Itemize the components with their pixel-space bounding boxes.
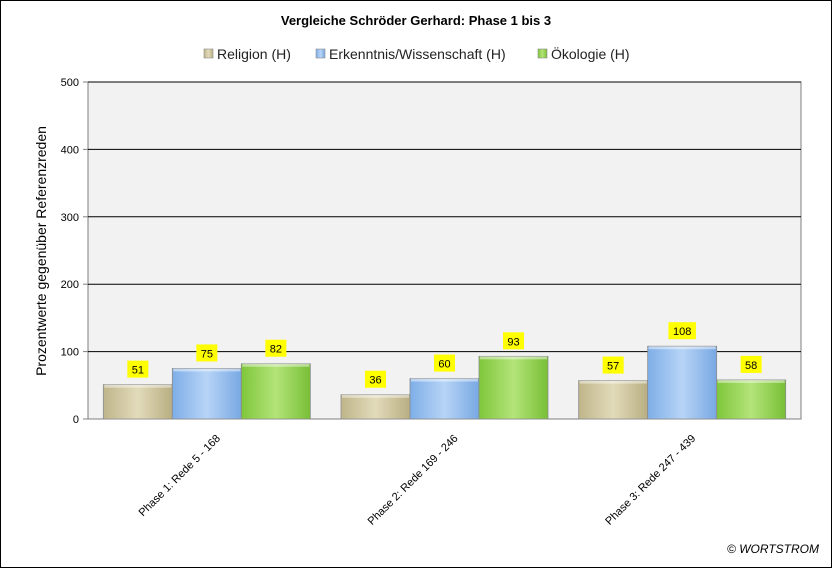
legend-swatch: [315, 48, 326, 59]
bar-highlight: [342, 394, 409, 398]
bar: [409, 378, 480, 420]
bar-highlight: [579, 380, 647, 384]
copyright-text: © WORTSTROM: [727, 542, 819, 556]
data-label-box: [668, 322, 696, 340]
data-label-box: [434, 354, 455, 372]
legend-label: Erkenntnis/Wissenschaft (H): [329, 46, 506, 62]
x-category-label: Phase 3: Rede 247 - 439: [603, 433, 698, 528]
legend-swatch: [537, 48, 548, 59]
data-label-box: [503, 332, 524, 350]
data-label: 108: [673, 326, 691, 338]
data-label-box: [196, 344, 218, 362]
bar-highlight: [242, 363, 310, 367]
x-category-label: Phase 2: Rede 169 - 246: [366, 433, 461, 528]
chart-title: Vergleiche Schröder Gerhard: Phase 1 bis…: [281, 13, 551, 28]
y-tick-label: 100: [61, 347, 79, 359]
bar: [171, 368, 242, 420]
data-label-box: [365, 370, 386, 388]
y-tick-label: 400: [61, 144, 79, 156]
y-tick-label: 500: [61, 77, 79, 89]
y-axis-ticks: 0 100 200 300 400 500: [61, 77, 88, 426]
data-label: 36: [369, 375, 381, 387]
data-label: 75: [201, 348, 213, 360]
y-axis-label: Prozentwerte gegenüber Referenzreden: [33, 126, 49, 376]
y-tick-label: 200: [61, 279, 79, 291]
data-label: 58: [745, 360, 757, 372]
legend-label: Religion (H): [217, 46, 291, 62]
bar-highlight: [173, 368, 241, 372]
data-label-box: [602, 356, 624, 374]
data-label: 57: [607, 361, 619, 373]
bar: [716, 379, 787, 420]
data-label: 93: [507, 336, 519, 348]
bar-highlight: [648, 346, 716, 350]
data-label: 60: [438, 359, 450, 371]
data-label-box: [265, 339, 287, 357]
bars: [102, 345, 787, 420]
bar-highlight: [104, 384, 172, 388]
bar: [102, 384, 173, 420]
data-label: 51: [132, 365, 144, 377]
bar-highlight: [717, 379, 785, 383]
bar-highlight: [411, 378, 478, 382]
data-labels: 51 75 82 36 60 93 57 108 58: [127, 322, 762, 388]
bar: [647, 345, 718, 420]
data-label-box: [127, 360, 149, 378]
bar: [240, 363, 311, 420]
legend-swatch: [203, 48, 214, 59]
bar-highlight: [480, 356, 547, 360]
legend-label: Ökologie (H): [551, 45, 630, 62]
y-tick-label: 0: [73, 414, 79, 426]
legend: Religion (H) Erkenntnis/Wissenschaft (H) Ö…: [203, 45, 630, 62]
data-label-box: [740, 355, 762, 373]
bar: [578, 380, 649, 420]
y-tick-label: 300: [61, 212, 79, 224]
x-category-label: Phase 1: Rede 5 - 168: [137, 433, 223, 519]
data-label: 82: [270, 344, 282, 356]
bar: [340, 394, 411, 420]
x-axis-categories: Phase 1: Rede 5 - 168 Phase 2: Rede 169 -…: [137, 433, 699, 528]
bar: [478, 355, 549, 420]
